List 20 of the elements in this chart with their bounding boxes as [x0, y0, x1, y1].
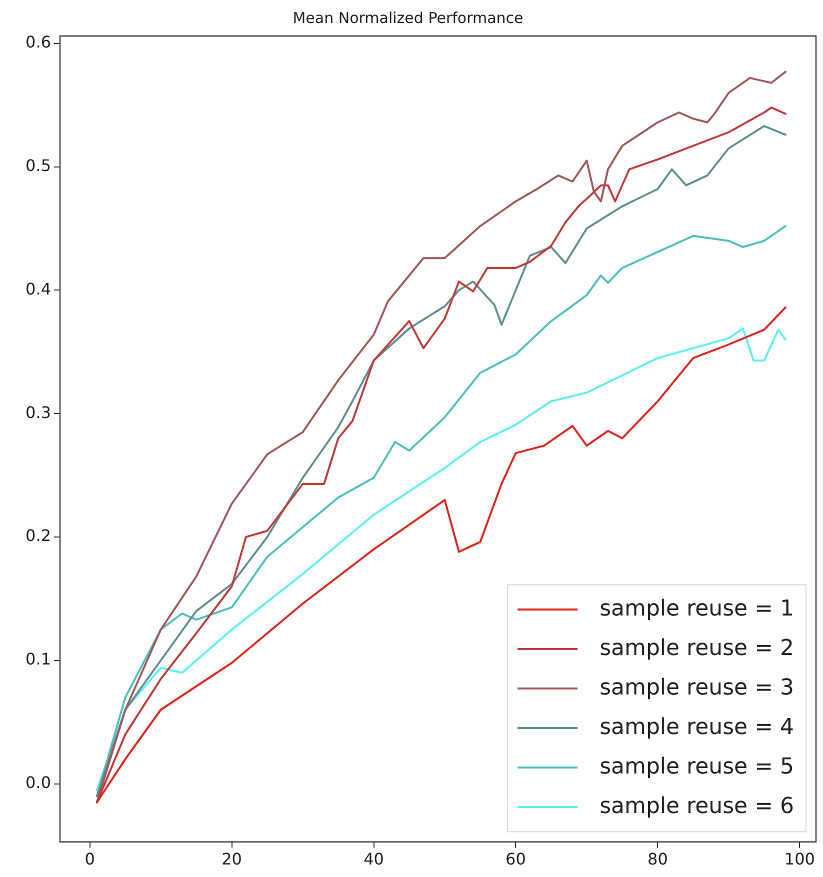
y-tick-label: 0.2 — [26, 526, 51, 546]
legend-label: sample reuse = 6 — [600, 794, 794, 819]
y-tick-label: 0.3 — [26, 402, 51, 422]
x-tick-label: 100 — [784, 850, 815, 869]
legend-label: sample reuse = 5 — [600, 754, 794, 780]
x-tick-label: 60 — [506, 850, 526, 869]
x-tick-label: 20 — [222, 850, 242, 869]
legend-label: sample reuse = 2 — [600, 636, 794, 661]
legend-label: sample reuse = 4 — [600, 714, 794, 740]
x-tick-label: 40 — [364, 850, 384, 869]
x-tick-label: 80 — [648, 850, 668, 869]
y-tick-label: 0.1 — [26, 650, 51, 669]
y-tick-label: 0.6 — [26, 32, 51, 52]
y-tick-label: 0.0 — [26, 772, 51, 792]
legend-label: sample reuse = 3 — [600, 675, 794, 700]
y-tick-label: 0.5 — [26, 156, 51, 175]
y-tick-label: 0.4 — [26, 279, 51, 298]
chart-title: Mean Normalized Performance — [292, 8, 524, 27]
x-tick-label: 0 — [84, 850, 95, 869]
legend-label: sample reuse = 1 — [600, 596, 794, 622]
